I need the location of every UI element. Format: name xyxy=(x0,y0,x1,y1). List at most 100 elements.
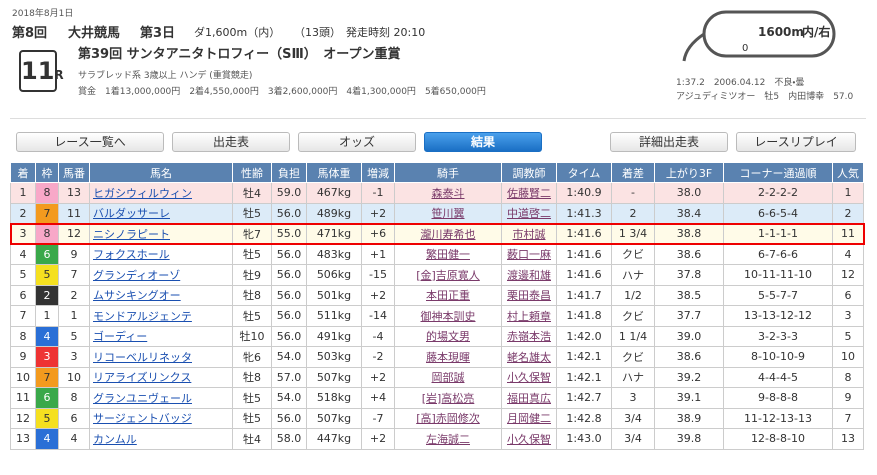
sex-age: 牝6 xyxy=(232,346,272,368)
horse-number: 9 xyxy=(58,243,90,265)
last-3f: 38.0 xyxy=(654,182,724,204)
horse-name[interactable]: サージェントバッジ xyxy=(89,407,233,429)
horse-number: 5 xyxy=(58,325,90,347)
jockey[interactable]: 岡部誠 xyxy=(394,366,502,388)
jockey[interactable]: 藤本現暉 xyxy=(394,346,502,368)
time: 1:41.8 xyxy=(556,305,612,327)
sex-age: 牡10 xyxy=(232,325,272,347)
conditions: サラブレッド系 3歳以上 ハンデ (重賞競走) xyxy=(78,71,253,81)
margin: 2 xyxy=(611,202,655,224)
body-weight: 491kg xyxy=(306,325,362,347)
trainer[interactable]: 小久保智 xyxy=(501,428,557,450)
trainer[interactable]: 渡邊和雄 xyxy=(501,264,557,286)
tab[interactable]: 出走表 xyxy=(172,132,290,152)
time: 1:40.9 xyxy=(556,182,612,204)
trainer[interactable]: 月岡健二 xyxy=(501,407,557,429)
weight-change: +1 xyxy=(361,243,395,265)
horse-name[interactable]: ヒガシウィルウィン xyxy=(89,182,233,204)
jockey[interactable]: 御神本訓史 xyxy=(394,305,502,327)
last-3f: 38.9 xyxy=(654,407,724,429)
result-row: 12 5 6 サージェントバッジ 牡5 56.0 507kg -7 [高]赤岡修次 月岡健二 1:4… xyxy=(10,407,864,429)
result-row: 2 7 11 バルダッサーレ 牡5 56.0 489kg +2 笹川翼 中道啓二 1:41.3 2 38… xyxy=(10,202,864,224)
corner-order: 1-1-1-1 xyxy=(723,223,833,245)
trainer[interactable]: 赤嶺本浩 xyxy=(501,325,557,347)
corner-order: 4-4-4-5 xyxy=(723,366,833,388)
horse-number: 10 xyxy=(58,366,90,388)
jockey[interactable]: 森泰斗 xyxy=(394,182,502,204)
tab-active[interactable]: 結果 xyxy=(424,132,542,152)
sex-age: 牡4 xyxy=(232,182,272,204)
finish: 9 xyxy=(10,346,36,368)
horse-number: 4 xyxy=(58,428,90,450)
jockey[interactable]: [岩]高松亮 xyxy=(394,387,502,409)
horse-name[interactable]: ニシノラピート xyxy=(89,223,233,245)
detail-button[interactable]: 詳細出走表 xyxy=(610,132,728,152)
corner-order: 2-2-2-2 xyxy=(723,182,833,204)
finish: 11 xyxy=(10,387,36,409)
jockey[interactable]: [金]吉原寛人 xyxy=(394,264,502,286)
popularity: 9 xyxy=(832,387,864,409)
record-weight: 57.0 xyxy=(833,92,854,102)
jockey[interactable]: 瀧川寿希也 xyxy=(394,223,502,245)
weight-change: +2 xyxy=(361,366,395,388)
sex-age: 牡8 xyxy=(232,284,272,306)
finish: 1 xyxy=(10,182,36,204)
frame: 7 xyxy=(35,202,59,224)
popularity: 6 xyxy=(832,284,864,306)
horse-name[interactable]: バルダッサーレ xyxy=(89,202,233,224)
horse-name[interactable]: グランディオーゾ xyxy=(89,264,233,286)
finish: 3 xyxy=(10,223,36,245)
trainer[interactable]: 市村誠 xyxy=(501,223,557,245)
horse-name[interactable]: ゴーディー xyxy=(89,325,233,347)
trainer[interactable]: 薮口一麻 xyxy=(501,243,557,265)
trainer[interactable]: 中道啓二 xyxy=(501,202,557,224)
back-button[interactable]: レース一覧へ xyxy=(16,132,164,152)
replay-button[interactable]: レースリプレイ xyxy=(736,132,856,152)
popularity: 12 xyxy=(832,264,864,286)
column-header: 調教師 xyxy=(501,162,557,183)
last-3f: 38.5 xyxy=(654,284,724,306)
weight-change: +4 xyxy=(361,387,395,409)
trainer[interactable]: 栗田泰昌 xyxy=(501,284,557,306)
trainer[interactable]: 佐藤賢二 xyxy=(501,182,557,204)
weight-change: -7 xyxy=(361,407,395,429)
weight-change: -14 xyxy=(361,305,395,327)
horse-name[interactable]: フォクスホール xyxy=(89,243,233,265)
jockey[interactable]: 的場文男 xyxy=(394,325,502,347)
trainer[interactable]: 蛯名雄太 xyxy=(501,346,557,368)
corner-order: 9-8-8-8 xyxy=(723,387,833,409)
time: 1:42.1 xyxy=(556,366,612,388)
body-weight: 489kg xyxy=(306,202,362,224)
prize: 2着4,550,000円 xyxy=(189,87,259,97)
column-header: 人気 xyxy=(832,162,864,183)
horse-name[interactable]: リコーベルリネッタ xyxy=(89,346,233,368)
time: 1:41.6 xyxy=(556,264,612,286)
jockey[interactable]: [高]赤岡修次 xyxy=(394,407,502,429)
tab[interactable]: オッズ xyxy=(298,132,416,152)
horse-name[interactable]: リアライズリンクス xyxy=(89,366,233,388)
prize: 3着2,600,000円 xyxy=(267,87,338,97)
horse-name[interactable]: カンムル xyxy=(89,428,233,450)
jockey[interactable]: 繁田健一 xyxy=(394,243,502,265)
record-time: 1:37.2 xyxy=(676,78,705,88)
trainer[interactable]: 福田真広 xyxy=(501,387,557,409)
frame: 5 xyxy=(35,264,59,286)
last-3f: 39.8 xyxy=(654,428,724,450)
jockey[interactable]: 左海誠二 xyxy=(394,428,502,450)
jockey[interactable]: 笹川翼 xyxy=(394,202,502,224)
trainer[interactable]: 村上頼章 xyxy=(501,305,557,327)
horse-name[interactable]: グランユニヴェール xyxy=(89,387,233,409)
last-3f: 39.2 xyxy=(654,366,724,388)
column-header: 馬体重 xyxy=(306,162,362,183)
popularity: 5 xyxy=(832,325,864,347)
body-weight: 518kg xyxy=(306,387,362,409)
column-header: 性齢 xyxy=(232,162,272,183)
result-row: 10 7 10 リアライズリンクス 牡8 57.0 507kg +2 岡部誠 小久保智 1:42.1… xyxy=(10,366,864,388)
margin: 1 3/4 xyxy=(611,223,655,245)
trainer[interactable]: 小久保智 xyxy=(501,366,557,388)
jockey[interactable]: 本田正重 xyxy=(394,284,502,306)
horse-name[interactable]: ムサシキングオー xyxy=(89,284,233,306)
horse-name[interactable]: モンドアルジェンテ xyxy=(89,305,233,327)
popularity: 11 xyxy=(832,223,864,245)
